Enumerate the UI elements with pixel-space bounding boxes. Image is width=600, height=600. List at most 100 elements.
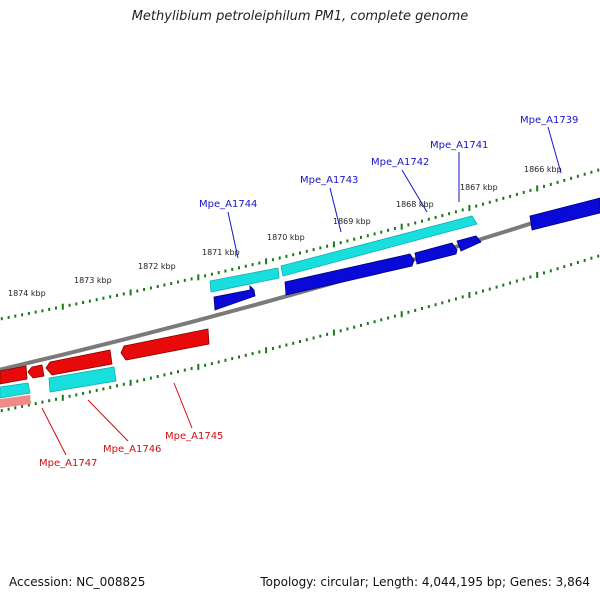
minor-tick xyxy=(88,299,91,303)
minor-tick xyxy=(312,336,315,340)
gene-label-reverse[interactable]: Mpe_A1746 xyxy=(103,444,161,455)
minor-tick xyxy=(421,307,423,310)
minor-tick xyxy=(515,192,518,196)
minor-tick xyxy=(441,301,444,305)
minor-tick xyxy=(217,271,220,275)
minor-tick xyxy=(488,287,491,291)
gene-feature[interactable] xyxy=(280,215,478,277)
minor-tick xyxy=(366,234,369,238)
minor-tick xyxy=(109,295,112,299)
cds-feature[interactable] xyxy=(120,328,210,361)
minor-tick xyxy=(448,299,451,303)
minor-tick xyxy=(210,362,213,366)
tick-row-lower xyxy=(0,254,600,413)
gene-label-forward[interactable]: Mpe_A1741 xyxy=(430,140,488,151)
gene-label-reverse[interactable]: Mpe_A1747 xyxy=(39,458,97,469)
minor-tick xyxy=(75,302,78,306)
callout-line xyxy=(329,187,342,233)
major-tick xyxy=(400,223,403,230)
minor-tick xyxy=(0,409,3,413)
minor-tick xyxy=(183,368,186,372)
gene-label-forward[interactable]: Mpe_A1742 xyxy=(371,157,429,168)
minor-tick xyxy=(380,230,383,234)
minor-tick xyxy=(421,219,423,223)
minor-tick xyxy=(244,264,247,268)
minor-tick xyxy=(475,204,478,208)
minor-tick xyxy=(68,394,71,398)
minor-tick xyxy=(109,385,112,389)
minor-tick xyxy=(549,269,552,273)
minor-tick xyxy=(556,180,559,184)
reverse-strand xyxy=(0,328,210,408)
major-tick xyxy=(400,311,403,318)
minor-tick xyxy=(136,379,139,383)
callout-line xyxy=(401,169,428,213)
minor-tick xyxy=(590,256,593,260)
genome-backbone xyxy=(0,199,600,372)
minor-tick xyxy=(27,403,30,407)
gene-label-forward[interactable]: Mpe_A1744 xyxy=(199,199,257,210)
gene-feature[interactable] xyxy=(0,395,31,408)
minor-tick xyxy=(55,306,57,310)
minor-tick xyxy=(190,277,193,281)
cds-feature[interactable] xyxy=(284,253,415,296)
major-tick xyxy=(129,379,132,386)
minor-tick xyxy=(210,272,213,276)
minor-tick xyxy=(95,298,98,302)
accession-text: Accession: NC_008825 xyxy=(9,575,146,589)
cds-feature[interactable] xyxy=(529,197,600,231)
minor-tick xyxy=(597,254,600,258)
minor-tick xyxy=(346,239,349,243)
minor-tick xyxy=(34,310,37,314)
minor-tick xyxy=(319,334,322,338)
scale-label: 1870 kbp xyxy=(267,233,305,242)
major-tick xyxy=(129,289,132,296)
minor-tick xyxy=(116,293,118,297)
minor-tick xyxy=(583,258,586,262)
gene-label-forward[interactable]: Mpe_A1739 xyxy=(520,115,578,126)
minor-tick xyxy=(529,188,532,192)
cds-feature[interactable] xyxy=(414,242,458,265)
cds-feature[interactable] xyxy=(27,364,45,379)
minor-tick xyxy=(217,360,220,364)
minor-tick xyxy=(41,400,44,404)
minor-tick xyxy=(515,279,518,283)
gene-feature[interactable] xyxy=(48,366,117,393)
minor-tick xyxy=(407,310,410,314)
minor-tick xyxy=(387,228,390,232)
scale-label: 1874 kbp xyxy=(8,289,46,298)
major-tick xyxy=(61,303,64,310)
scale-label: 1872 kbp xyxy=(138,262,176,271)
callout-line xyxy=(547,126,562,174)
gene-feature[interactable] xyxy=(0,382,31,399)
minor-tick xyxy=(305,338,308,342)
minor-tick xyxy=(48,399,51,403)
gene-label-reverse[interactable]: Mpe_A1745 xyxy=(165,431,223,442)
minor-tick xyxy=(244,353,247,357)
minor-tick xyxy=(143,288,146,291)
minor-tick xyxy=(353,325,356,329)
minor-tick xyxy=(495,285,498,289)
minor-tick xyxy=(143,378,146,382)
gene-label-forward[interactable]: Mpe_A1743 xyxy=(300,175,358,186)
minor-tick xyxy=(122,382,125,386)
minor-tick xyxy=(475,291,478,295)
minor-tick xyxy=(563,178,566,182)
cds-feature[interactable] xyxy=(0,365,28,385)
scale-label: 1867 kbp xyxy=(460,183,498,192)
minor-tick xyxy=(231,357,234,361)
cds-feature[interactable] xyxy=(213,285,256,311)
minor-tick xyxy=(597,168,600,172)
minor-tick xyxy=(251,352,254,356)
gene-feature[interactable] xyxy=(209,267,280,293)
minor-tick xyxy=(278,345,281,349)
forward-strand xyxy=(209,197,600,311)
minor-tick xyxy=(346,327,349,331)
minor-tick xyxy=(326,244,329,248)
minor-tick xyxy=(204,274,207,278)
major-tick xyxy=(61,394,64,401)
cds-feature[interactable] xyxy=(456,235,482,252)
major-tick xyxy=(536,271,539,278)
cds-feature[interactable] xyxy=(45,349,113,376)
minor-tick xyxy=(27,311,30,315)
